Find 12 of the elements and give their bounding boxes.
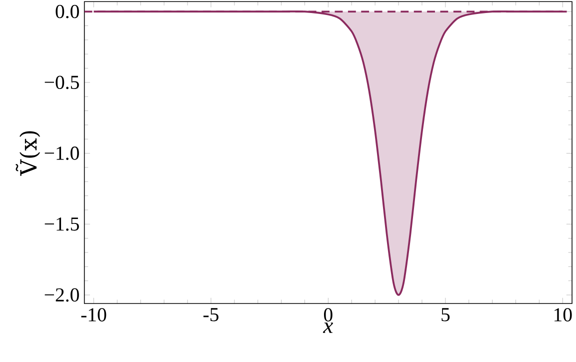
x-tick-label: -5 [203,308,218,322]
y-tick-label: −1.5 [44,218,79,231]
y-tick-label: −1.0 [44,146,79,160]
x-axis-title: x [322,322,334,333]
y-axis-title: Ṽ(x) [16,131,40,176]
x-tick-label: 0 [324,308,332,322]
x-tick-label: 10 [554,308,572,322]
y-tick-label: 0.0 [56,4,79,18]
y-tick-label: −0.5 [44,76,79,90]
y-tick-label: −2.0 [44,288,79,302]
x-tick-label: -10 [81,308,106,322]
x-tick-label: 5 [442,308,450,322]
